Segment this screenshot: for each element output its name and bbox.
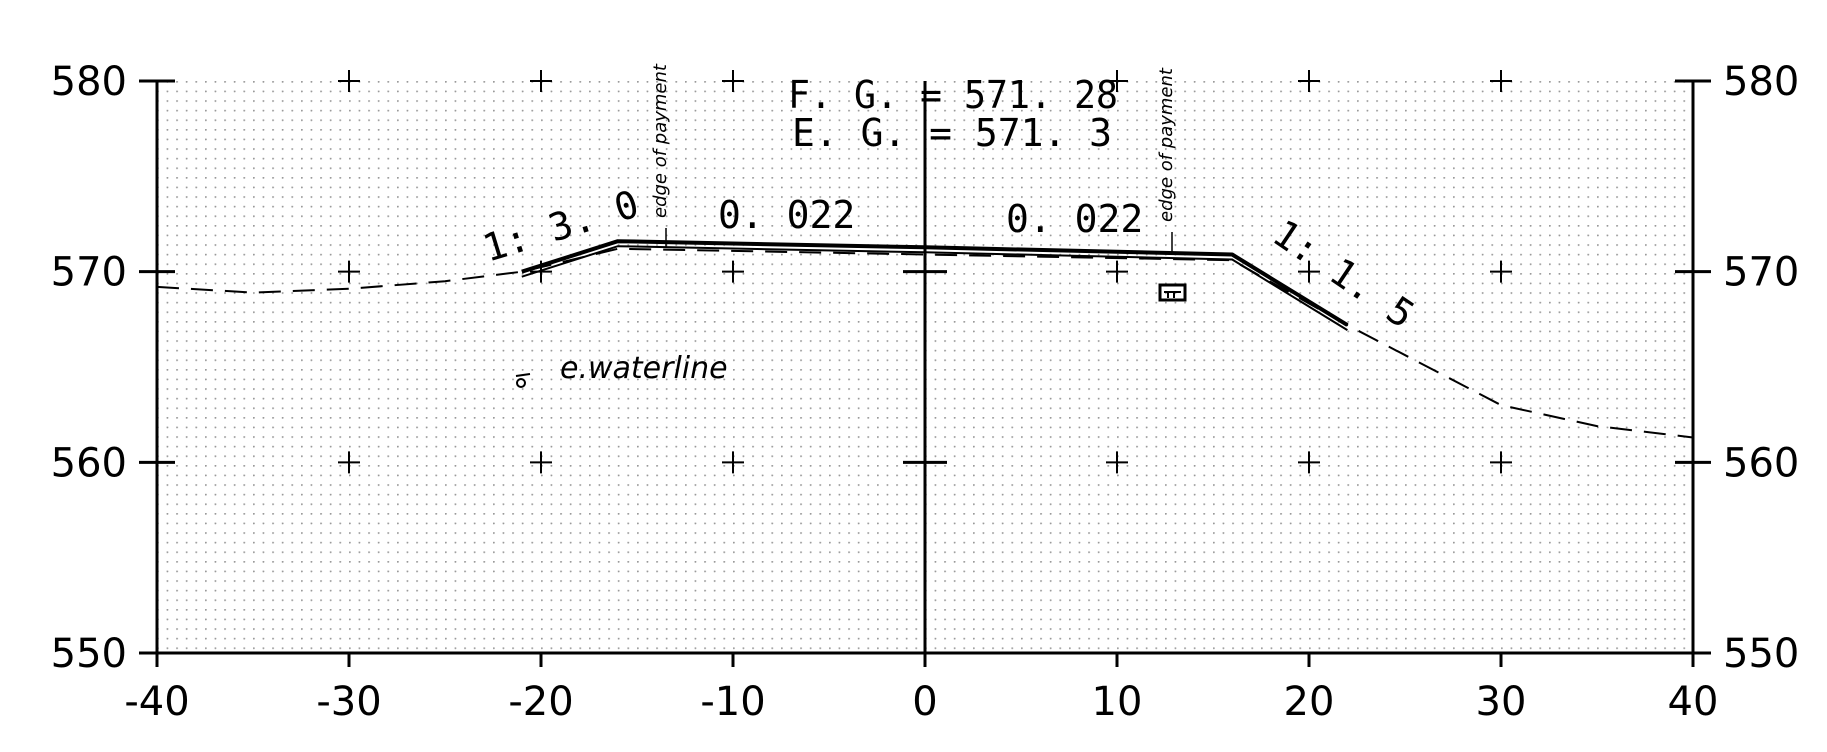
grid-cross <box>1298 260 1320 283</box>
grid-cross <box>1490 451 1512 474</box>
finish-grade-label: F. G. = 571. 28 <box>788 73 1118 117</box>
grid-cross <box>1490 260 1512 283</box>
x-tick-label: 0 <box>912 679 937 725</box>
x-tick-label: -20 <box>508 679 573 725</box>
grid-cross <box>722 70 744 92</box>
grid-cross <box>338 451 360 474</box>
y-tick-label-right: 580 <box>1723 59 1799 105</box>
grid-cross <box>722 260 744 283</box>
edge-of-pavement-right: edge of payment <box>1156 67 1177 222</box>
y-tick-label-right: 550 <box>1723 631 1799 677</box>
grid-cross <box>338 70 360 92</box>
x-tick-label: 40 <box>1668 679 1719 725</box>
grid-cross <box>1298 451 1320 474</box>
finished-grade-line <box>521 239 1349 327</box>
grid-crosses <box>338 70 1512 474</box>
y-tick-labels-right: 550 560 570 580 <box>1723 59 1799 677</box>
x-tick-labels: -40 -30 -20 -10 0 10 20 30 40 <box>124 679 1718 725</box>
y-tick-label-left: 570 <box>51 250 127 296</box>
waterline-label: e.waterline <box>560 351 728 386</box>
box-icon <box>1158 283 1187 302</box>
grid-cross <box>338 260 360 283</box>
waterline-icon <box>515 373 531 388</box>
y-tick-label-right: 570 <box>1723 250 1799 296</box>
series-layer <box>156 239 1694 439</box>
cross-slope-label-left: 0. 022 <box>718 193 855 237</box>
x-tick-label: 30 <box>1476 679 1527 725</box>
grid-cross <box>1106 260 1128 283</box>
grid-cross <box>530 451 552 474</box>
cross-slope-label-right: 0. 022 <box>1006 197 1143 241</box>
x-tick-label: 10 <box>1092 679 1143 725</box>
grid-cross <box>1106 70 1128 92</box>
y-tick-label-right: 560 <box>1723 440 1799 486</box>
x-tick-label: -30 <box>316 679 381 725</box>
grid-cross <box>722 451 744 474</box>
grid-cross <box>1490 70 1512 92</box>
y-tick-label-left: 560 <box>51 440 127 486</box>
existing-grade-label: E. G. = 571. 3 <box>792 111 1112 155</box>
subgrade-line <box>521 245 1348 331</box>
y-tick-labels-left: 550 560 570 580 <box>51 59 127 677</box>
x-tick-label: -10 <box>700 679 765 725</box>
grid-cross <box>1106 451 1128 474</box>
axes <box>139 79 1711 667</box>
grid-cross <box>530 70 552 92</box>
grid-cross <box>1298 70 1320 92</box>
y-tick-label-left: 580 <box>51 59 127 105</box>
y-tick-label-left: 550 <box>51 631 127 677</box>
x-tick-label: -40 <box>124 679 189 725</box>
edge-of-pavement-left: edge of payment <box>650 63 671 218</box>
x-tick-label: 20 <box>1284 679 1335 725</box>
